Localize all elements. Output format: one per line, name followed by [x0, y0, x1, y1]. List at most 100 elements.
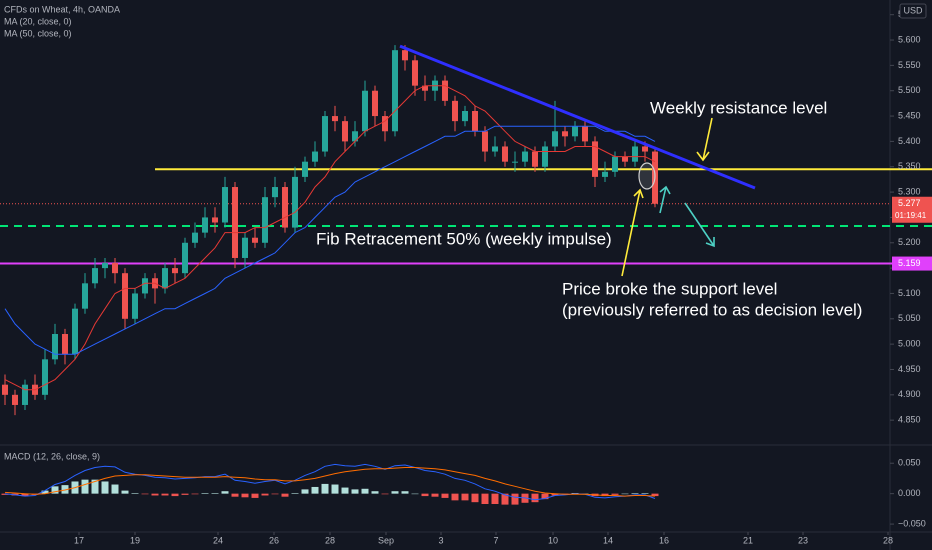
macd-histogram-bar	[191, 493, 199, 495]
macd-histogram-bar	[401, 491, 409, 494]
level-label: 5.159	[898, 258, 921, 268]
macd-histogram-bar	[251, 493, 259, 498]
arrow-resistance-head	[696, 151, 710, 162]
macd-histogram-bar	[21, 493, 29, 497]
candle-body	[192, 232, 198, 243]
candle-body	[42, 359, 48, 395]
ma-line	[4, 85, 656, 391]
candle-body	[242, 237, 248, 258]
macd-histogram-bar	[131, 493, 139, 494]
candle-body	[512, 161, 518, 163]
macd-histogram-bar	[301, 489, 309, 494]
annotation-fib: Fib Retracement 50% (weekly impulse)	[316, 229, 612, 248]
macd-histogram-bar	[1, 493, 9, 495]
candle-body	[252, 237, 258, 243]
macd-histogram-bar	[481, 493, 489, 504]
signal-line	[4, 467, 656, 497]
arrow-drop	[684, 202, 715, 247]
arrow-drop-head	[705, 237, 715, 248]
legend-ma20: MA (20, close, 0)	[4, 16, 72, 26]
macd-histogram-bar	[101, 481, 109, 494]
y-tick-label: 5.350	[898, 161, 921, 171]
teal-arrows	[659, 185, 715, 248]
arrow-resistance	[702, 117, 713, 161]
candle-body	[532, 151, 538, 167]
macd-y-tick-label: −0.050	[898, 518, 926, 528]
candle-body	[572, 126, 578, 137]
macd-histogram-bar	[61, 485, 69, 494]
macd-histogram-bar	[431, 493, 439, 497]
candle-body	[322, 116, 328, 152]
macd-histogram-bar	[281, 493, 289, 497]
candle-body	[262, 197, 268, 243]
candle-body	[422, 85, 428, 91]
macd-histogram-bar	[161, 493, 169, 496]
candle-body	[522, 151, 528, 162]
candle-body	[72, 308, 78, 355]
candle-body	[442, 80, 448, 101]
candle-body	[12, 394, 18, 405]
x-tick-label: 14	[603, 535, 613, 545]
candle-body	[312, 151, 318, 162]
macd-histogram-bar	[511, 493, 519, 505]
macd-histogram-bar	[351, 489, 359, 494]
candle-body	[582, 126, 588, 142]
macd-histogram-bar	[541, 493, 549, 500]
macd-histogram-bar	[441, 493, 449, 498]
macd-histogram-bar	[631, 493, 639, 494]
arrow-bounce-head	[659, 185, 671, 195]
macd-histogram-bar	[371, 491, 379, 494]
candle-body	[302, 161, 308, 177]
candle-body	[122, 273, 128, 319]
candle-body	[132, 293, 138, 319]
trendline	[399, 44, 756, 190]
y-tick-label: 5.450	[898, 110, 921, 120]
chart-title: CFDs on Wheat, 4h, OANDA	[4, 4, 120, 14]
macd-histogram-bar	[41, 490, 49, 494]
currency-box	[899, 3, 927, 19]
last-price-label: 5.277	[898, 198, 921, 208]
x-tick-label: 21	[743, 535, 753, 545]
macd-histogram-bar	[171, 493, 179, 497]
macd-histogram-bar	[311, 486, 319, 494]
x-tick-label: 19	[130, 535, 140, 545]
macd-histogram-bar	[321, 483, 329, 494]
macd-histogram-bar	[221, 491, 229, 494]
ma-line	[4, 125, 656, 355]
level-label-box	[892, 256, 932, 271]
macd-histogram-bar	[381, 493, 389, 495]
y-tick-label: 5.400	[898, 136, 921, 146]
macd-histogram-bar	[451, 493, 459, 501]
yellow-arrows	[621, 117, 713, 277]
x-tick-label: 28	[325, 535, 335, 545]
macd-histogram-bar	[111, 484, 119, 494]
macd-histogram-bar	[141, 493, 149, 495]
y-tick-label: 5.600	[898, 34, 921, 44]
candle-body	[52, 334, 58, 360]
x-tick-label: Sep	[378, 535, 394, 545]
candle-body	[232, 187, 238, 258]
macd-histogram-bar	[461, 493, 469, 501]
x-tick-label: 28	[883, 535, 893, 545]
candle-body	[82, 283, 88, 309]
macd-histogram-bar	[91, 479, 99, 494]
candle-body	[392, 50, 398, 132]
candle-body	[342, 121, 348, 142]
annotation-support: Price broke the support level	[562, 279, 777, 298]
macd-title: MACD (12, 26, close, 9)	[4, 451, 100, 461]
macd-histogram-bar	[421, 493, 429, 497]
x-tick-label: 3	[438, 535, 443, 545]
y-tick-label: 4.850	[898, 415, 921, 425]
y-tick-label: 5.100	[898, 288, 921, 298]
candle-body	[452, 100, 458, 122]
y-tick-label: 5.050	[898, 313, 921, 323]
currency: USD	[903, 5, 923, 15]
candle-body	[632, 146, 638, 162]
candle-body	[282, 187, 288, 228]
macd-histogram-bar	[261, 493, 269, 496]
candle-body	[642, 146, 648, 152]
candle-body	[592, 141, 598, 177]
y-tick-label: 4.900	[898, 389, 921, 399]
arrow-support	[621, 189, 641, 277]
candle-body	[212, 217, 218, 223]
